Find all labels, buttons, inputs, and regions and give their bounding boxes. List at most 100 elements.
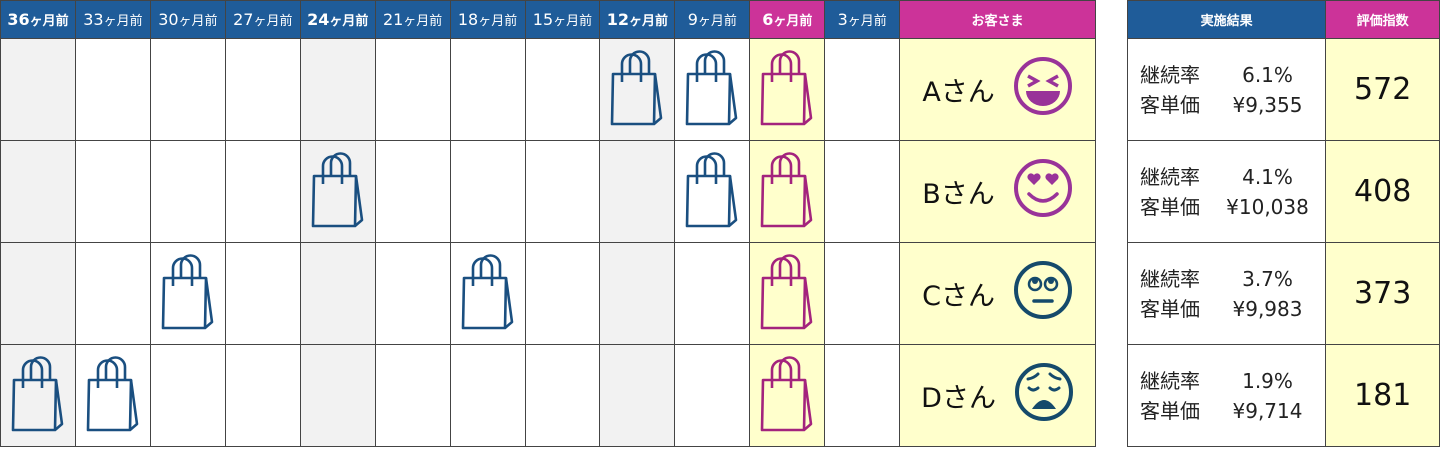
month-cell bbox=[449, 140, 526, 243]
month-header: 3ヶ月前 bbox=[824, 0, 901, 39]
retention-value: 1.9% bbox=[1242, 368, 1293, 393]
month-cell bbox=[524, 344, 601, 447]
customer-cell: Bさん bbox=[899, 140, 1096, 243]
result-row: 継続率 6.1% 客単価 ¥9,355 572 bbox=[1126, 38, 1440, 141]
result-row: 継続率 1.9% 客単価 ¥9,714 181 bbox=[1126, 344, 1440, 447]
unit-price-value: ¥9,983 bbox=[1232, 296, 1303, 321]
score-value: 408 bbox=[1325, 140, 1440, 243]
shopping-bag-icon bbox=[10, 355, 66, 438]
customer-row: Aさん bbox=[0, 38, 1096, 141]
month-header: 18ヶ月前 bbox=[449, 0, 526, 39]
month-cell bbox=[674, 140, 751, 243]
unit-price-value: ¥9,355 bbox=[1232, 92, 1303, 117]
unit-price-label: 客単価 bbox=[1140, 296, 1200, 321]
month-cell bbox=[599, 344, 676, 447]
month-cell bbox=[224, 344, 301, 447]
month-header: 27ヶ月前 bbox=[224, 0, 301, 39]
month-cell bbox=[674, 38, 751, 141]
month-header: 30ヶ月前 bbox=[149, 0, 226, 39]
customer-header: お客さま bbox=[899, 0, 1096, 39]
month-cell bbox=[524, 242, 601, 345]
unit-price-value: ¥10,038 bbox=[1226, 194, 1309, 219]
month-cell bbox=[524, 38, 601, 141]
month-cell bbox=[0, 38, 76, 141]
customer-cell: Aさん bbox=[899, 38, 1096, 141]
customer-row: Cさん bbox=[0, 242, 1096, 345]
anxious-face-icon bbox=[1014, 362, 1074, 429]
result-row: 継続率 4.1% 客単価 ¥10,038 408 bbox=[1126, 140, 1440, 243]
result-cell: 継続率 6.1% 客単価 ¥9,355 bbox=[1126, 38, 1327, 141]
month-cell bbox=[374, 140, 451, 243]
month-cell bbox=[149, 38, 226, 141]
score-value: 181 bbox=[1325, 344, 1440, 447]
month-cell bbox=[299, 140, 376, 243]
month-cell bbox=[824, 38, 901, 141]
month-cell bbox=[74, 38, 151, 141]
retention-label: 継続率 bbox=[1140, 368, 1200, 393]
unit-price-label: 客単価 bbox=[1140, 194, 1200, 219]
customer-row: Dさん bbox=[0, 344, 1096, 447]
retention-value: 6.1% bbox=[1242, 62, 1293, 87]
month-cell bbox=[599, 140, 676, 243]
month-cell bbox=[824, 344, 901, 447]
month-cell bbox=[74, 242, 151, 345]
month-cell bbox=[0, 344, 76, 447]
retention-label: 継続率 bbox=[1140, 266, 1200, 291]
shopping-bag-icon bbox=[759, 49, 815, 132]
retention-label: 継続率 bbox=[1140, 164, 1200, 189]
month-header: 33ヶ月前 bbox=[74, 0, 151, 39]
result-cell: 継続率 1.9% 客単価 ¥9,714 bbox=[1126, 344, 1327, 447]
customer-cell: Cさん bbox=[899, 242, 1096, 345]
shopping-bag-icon bbox=[759, 355, 815, 438]
customer-cell: Dさん bbox=[899, 344, 1096, 447]
month-cell bbox=[224, 38, 301, 141]
month-header: 24ヶ月前 bbox=[299, 0, 376, 39]
shopping-bag-icon bbox=[460, 253, 516, 336]
month-cell bbox=[599, 242, 676, 345]
month-cell bbox=[299, 344, 376, 447]
month-header: 36ヶ月前 bbox=[0, 0, 76, 39]
unit-price-label: 客単価 bbox=[1140, 398, 1200, 423]
shopping-bag-icon bbox=[759, 151, 815, 234]
month-cell bbox=[0, 140, 76, 243]
month-cell bbox=[524, 140, 601, 243]
month-cell bbox=[374, 242, 451, 345]
customer-row: Bさん bbox=[0, 140, 1096, 243]
month-cell bbox=[374, 344, 451, 447]
month-cell bbox=[749, 242, 826, 345]
month-cell bbox=[299, 242, 376, 345]
month-cell bbox=[674, 344, 751, 447]
month-cell bbox=[299, 38, 376, 141]
retention-value: 4.1% bbox=[1242, 164, 1293, 189]
rolling-eyes-face-icon bbox=[1013, 260, 1073, 327]
month-header: 15ヶ月前 bbox=[524, 0, 601, 39]
month-cell bbox=[149, 242, 226, 345]
month-header: 9ヶ月前 bbox=[674, 0, 751, 39]
customer-name: Dさん bbox=[921, 383, 996, 414]
shopping-bag-icon bbox=[160, 253, 216, 336]
month-cell bbox=[224, 242, 301, 345]
customer-name: Aさん bbox=[922, 77, 995, 108]
month-cell bbox=[749, 344, 826, 447]
score-value: 373 bbox=[1325, 242, 1440, 345]
month-cell bbox=[74, 344, 151, 447]
unit-price-label: 客単価 bbox=[1140, 92, 1200, 117]
result-cell: 継続率 3.7% 客単価 ¥9,983 bbox=[1126, 242, 1327, 345]
month-cell bbox=[149, 344, 226, 447]
month-cell bbox=[749, 140, 826, 243]
result-row: 継続率 3.7% 客単価 ¥9,983 373 bbox=[1126, 242, 1440, 345]
retention-value: 3.7% bbox=[1242, 266, 1293, 291]
customer-name: Cさん bbox=[922, 281, 995, 312]
month-cell bbox=[674, 242, 751, 345]
shopping-bag-icon bbox=[684, 151, 740, 234]
result-cell: 継続率 4.1% 客単価 ¥10,038 bbox=[1126, 140, 1327, 243]
month-header: 12ヶ月前 bbox=[599, 0, 676, 39]
month-cell bbox=[74, 140, 151, 243]
score-value: 572 bbox=[1325, 38, 1440, 141]
purchase-history-grid: 36ヶ月前 33ヶ月前 30ヶ月前 27ヶ月前 24ヶ月前 21ヶ月前 18ヶ月前 15ヶ月前… bbox=[0, 0, 1096, 447]
shopping-bag-icon bbox=[684, 49, 740, 132]
laughing-face-icon bbox=[1013, 56, 1073, 123]
shopping-bag-icon bbox=[759, 253, 815, 336]
month-cell bbox=[449, 38, 526, 141]
month-cell bbox=[374, 38, 451, 141]
